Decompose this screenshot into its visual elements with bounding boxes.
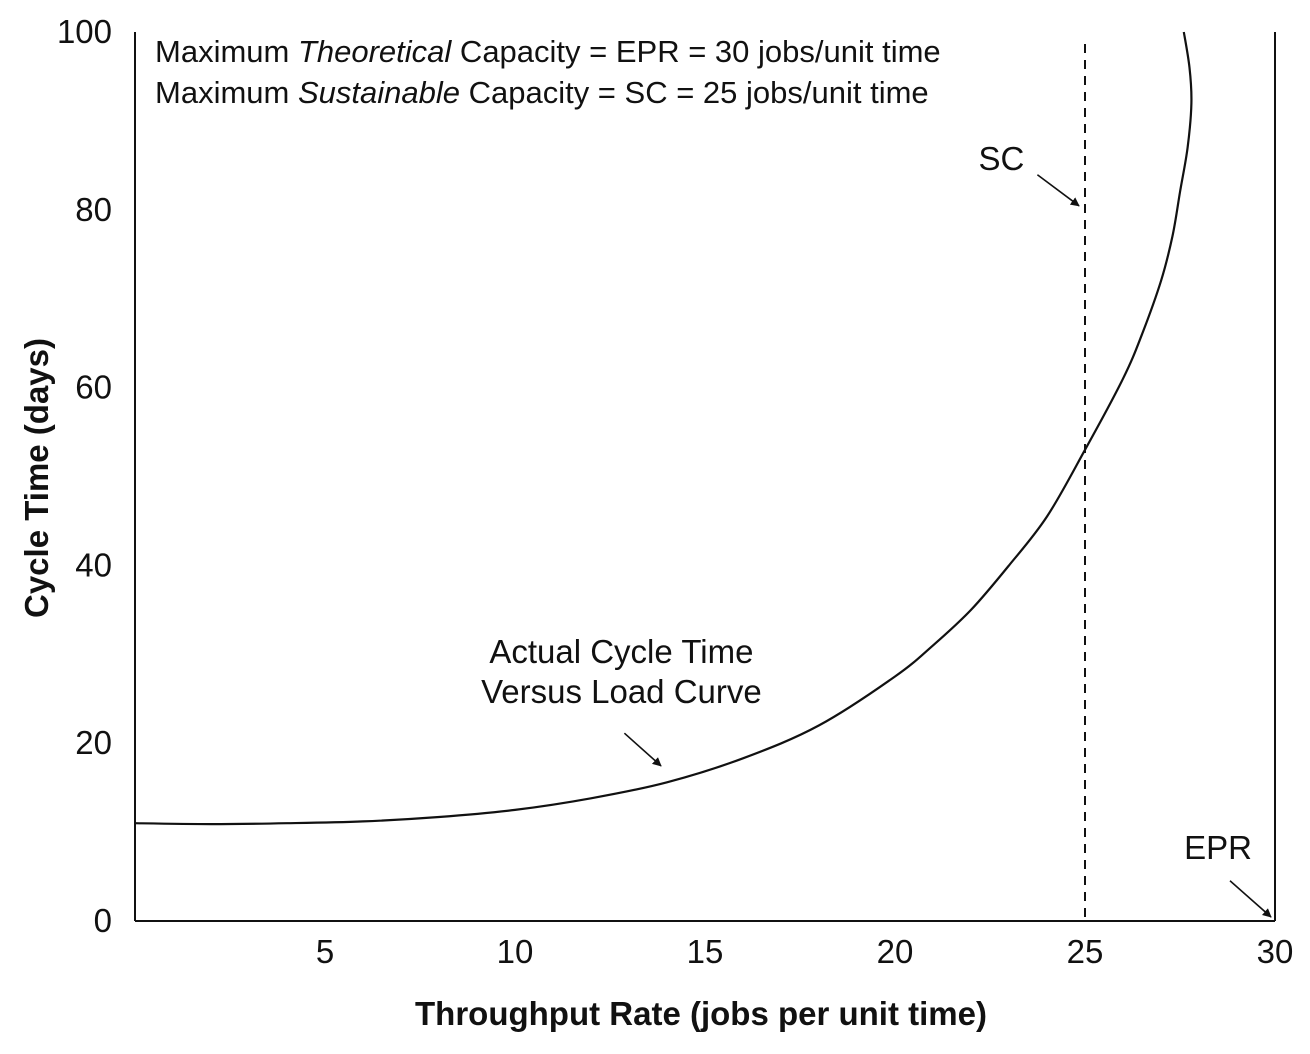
reference-lines [1084,32,1276,921]
y-tick-label: 20 [75,724,112,761]
note-emphasis: Theoretical [298,34,452,69]
series [134,31,1193,826]
x-tick-label: 15 [687,933,724,970]
note-text: Maximum [155,75,298,110]
axes [134,32,1275,922]
capacity-note: Maximum Sustainable Capacity = SC = 25 j… [155,75,929,110]
x-tick-label: 5 [316,933,334,970]
annotation-label: SC [978,140,1024,177]
capacity-notes: Maximum Theoretical Capacity = EPR = 30 … [155,34,941,110]
y-tick-label: 80 [75,191,112,228]
y-axis-title: Cycle Time (days) [18,338,55,618]
x-tick-label: 20 [877,933,914,970]
note-text: Maximum [155,34,298,69]
x-axis-title: Throughput Rate (jobs per unit time) [415,995,987,1032]
y-tick-label: 60 [75,369,112,406]
annotation-label: Actual Cycle Time [489,633,753,670]
annotation-arrow [1036,174,1080,207]
y-tick-label: 40 [75,546,112,583]
annotation-arrow [1229,880,1272,918]
annotation-arrow [623,732,662,767]
annotation-label: Versus Load Curve [481,673,762,710]
x-tick-label: 10 [497,933,534,970]
y-tick-label: 0 [94,902,112,939]
note-text: Capacity = SC = 25 jobs/unit time [460,75,929,110]
x-tick-label: 30 [1257,933,1294,970]
x-tick-label: 25 [1067,933,1104,970]
capacity-note: Maximum Theoretical Capacity = EPR = 30 … [155,34,941,69]
note-emphasis: Sustainable [298,75,460,110]
y-tick-label: 100 [57,13,112,50]
ticks: 5 10 15 20 25 30 0 20 40 60 80 100 [57,13,1293,970]
note-text: Capacity = EPR = 30 jobs/unit time [451,34,940,69]
annotation-label: EPR [1184,829,1252,866]
cycle-time-curve [134,31,1193,826]
